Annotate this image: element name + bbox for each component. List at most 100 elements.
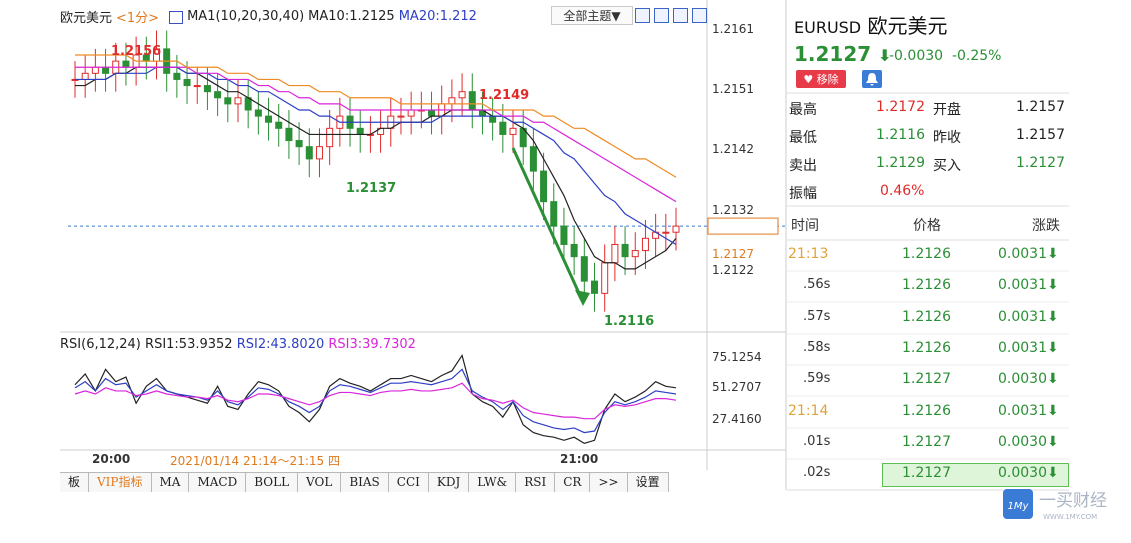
rsi2-value: RSI2:43.8020 (236, 337, 325, 352)
rsi-tick: 27.4160 (712, 412, 762, 426)
candle[interactable] (550, 201, 558, 227)
zoom-in-icon[interactable] (673, 8, 688, 23)
candle[interactable] (580, 256, 588, 282)
candle[interactable] (397, 115, 405, 118)
rsi-header: RSI(6,12,24) RSI1:53.9352 RSI2:43.8020 R… (60, 337, 416, 352)
tick-row-price: 1.2126 (902, 246, 951, 262)
candle[interactable] (570, 243, 578, 258)
alert-bell-button[interactable] (862, 70, 882, 88)
candle[interactable] (315, 146, 323, 160)
candle[interactable] (489, 115, 497, 123)
price-tick: 1.2142 (712, 142, 754, 156)
candle[interactable] (305, 146, 313, 160)
tick-row-change: 0.0030⬇ (998, 433, 1059, 450)
candle[interactable] (672, 225, 680, 233)
stat-label-high: 最高 (789, 102, 817, 118)
candle[interactable] (173, 72, 181, 80)
candle[interactable] (509, 127, 517, 135)
candle[interactable] (326, 127, 334, 148)
candle[interactable] (224, 97, 232, 105)
quote-code: EURUSD (794, 18, 862, 37)
annotation-low: 1.2116 (604, 314, 655, 329)
ma-label: MA1(10,20,30,40) (187, 8, 305, 24)
timeframe-selector[interactable]: <1分> (116, 10, 160, 26)
annotation-low-left: 1.2137 (346, 181, 397, 196)
candle[interactable] (295, 140, 303, 148)
candle[interactable] (591, 280, 599, 294)
tick-row-price: 1.2126 (902, 339, 951, 356)
price-tick: 1.2161 (712, 22, 754, 36)
ma10-value: MA10:1.2125 (308, 8, 395, 24)
candle[interactable] (254, 109, 262, 117)
tab-board[interactable]: 板 (60, 472, 90, 492)
candle[interactable] (560, 225, 568, 245)
candle[interactable] (611, 243, 619, 264)
tab-settings[interactable]: 设置 (627, 472, 669, 492)
candle[interactable] (193, 85, 201, 88)
change-value: -0.0030 (889, 48, 944, 64)
logo-text: 1My (1008, 501, 1030, 512)
candle[interactable] (102, 66, 110, 74)
tab-cci[interactable]: CCI (388, 472, 429, 492)
candle[interactable] (448, 97, 456, 105)
theme-dropdown[interactable]: 全部主题▼ (551, 6, 633, 25)
candle[interactable] (499, 121, 507, 135)
candle[interactable] (275, 121, 283, 129)
tick-row-price: 1.2127 (902, 465, 951, 482)
candle[interactable] (203, 85, 211, 93)
candle[interactable] (662, 231, 670, 234)
tick-row-price: 1.2126 (902, 308, 951, 325)
candle[interactable] (285, 127, 293, 142)
tab-boll[interactable]: BOLL (246, 472, 299, 492)
tab-kdj[interactable]: KDJ (428, 472, 470, 492)
tab-lw[interactable]: LW& (469, 472, 517, 492)
candle[interactable] (356, 127, 364, 135)
stat-label-ask: 卖出 (789, 158, 817, 174)
candle[interactable] (601, 262, 609, 294)
candle[interactable] (428, 109, 436, 117)
price-tick: 1.2151 (712, 82, 754, 96)
zoom-out-icon[interactable] (654, 8, 669, 23)
ma-settings-icon[interactable] (169, 10, 184, 24)
stat-value-bid: 1.2127 (1016, 155, 1065, 171)
candle[interactable] (540, 170, 548, 203)
stat-label-prev-close: 昨收 (933, 130, 961, 146)
candle[interactable] (621, 243, 629, 258)
ma20-value: MA20:1.212 (398, 8, 477, 24)
tab-ma[interactable]: MA (151, 472, 190, 492)
chart-frame (60, 0, 785, 490)
brand-name: 一买财经 (1039, 491, 1107, 511)
candle[interactable] (81, 72, 89, 80)
tab-macd[interactable]: MACD (189, 472, 247, 492)
fullscreen-icon[interactable] (692, 8, 707, 23)
candle[interactable] (214, 91, 222, 99)
candle[interactable] (122, 60, 130, 68)
change-percent: -0.25% (951, 48, 1002, 64)
tab-more[interactable]: >> (590, 472, 628, 492)
candle[interactable] (91, 66, 99, 74)
price-tick: 1.2132 (712, 203, 754, 217)
trend-arrow-head (575, 290, 590, 306)
candle[interactable] (265, 115, 273, 123)
tab-bias[interactable]: BIAS (341, 472, 389, 492)
remove-favorite-button[interactable]: ♥ 移除 (796, 70, 846, 88)
tab-vip[interactable]: VIP指标 (89, 472, 152, 492)
candle[interactable] (468, 91, 476, 111)
tab-rsi[interactable]: RSI (516, 472, 556, 492)
candle[interactable] (183, 78, 191, 87)
rsi-line-rsi3 (74, 382, 677, 420)
candle[interactable] (631, 250, 639, 258)
candle[interactable] (529, 146, 537, 172)
candle[interactable] (407, 109, 415, 117)
col-header-time: 时间 (791, 218, 819, 234)
tab-vol[interactable]: VOL (298, 472, 342, 492)
tick-row-time: .02s (803, 465, 831, 481)
candle[interactable] (458, 91, 466, 99)
crosshair-icon[interactable] (635, 8, 650, 23)
tick-row-time: .59s (803, 371, 831, 387)
rsi3-value: RSI3:39.7302 (328, 337, 416, 352)
tab-cr[interactable]: CR (555, 472, 591, 492)
candle[interactable] (234, 97, 242, 105)
candle[interactable] (641, 237, 649, 252)
